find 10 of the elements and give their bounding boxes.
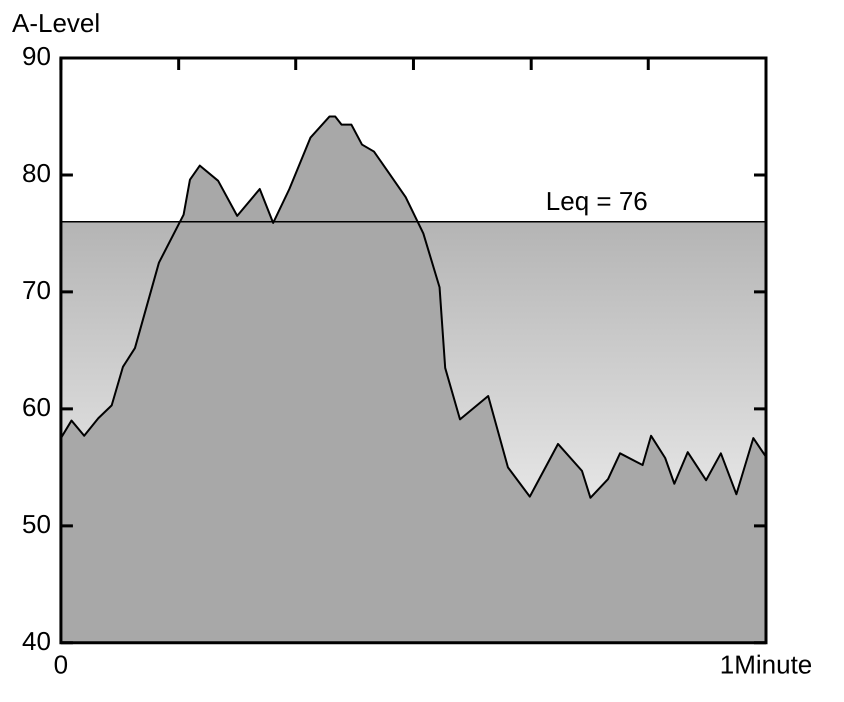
y-tick-label: 50 — [22, 509, 51, 540]
x-tick-label: 0 — [54, 650, 68, 680]
y-tick-label: 40 — [22, 626, 51, 656]
y-tick-label: 70 — [22, 275, 51, 306]
y-axis-title: A-Level — [12, 8, 100, 38]
y-tick-label: 60 — [22, 392, 51, 422]
y-tick-label: 80 — [22, 158, 51, 188]
x-tick-label: 1Minute — [720, 650, 812, 680]
ref-line-label: Leq = 76 — [546, 186, 648, 216]
y-tick-label: 90 — [22, 41, 51, 72]
